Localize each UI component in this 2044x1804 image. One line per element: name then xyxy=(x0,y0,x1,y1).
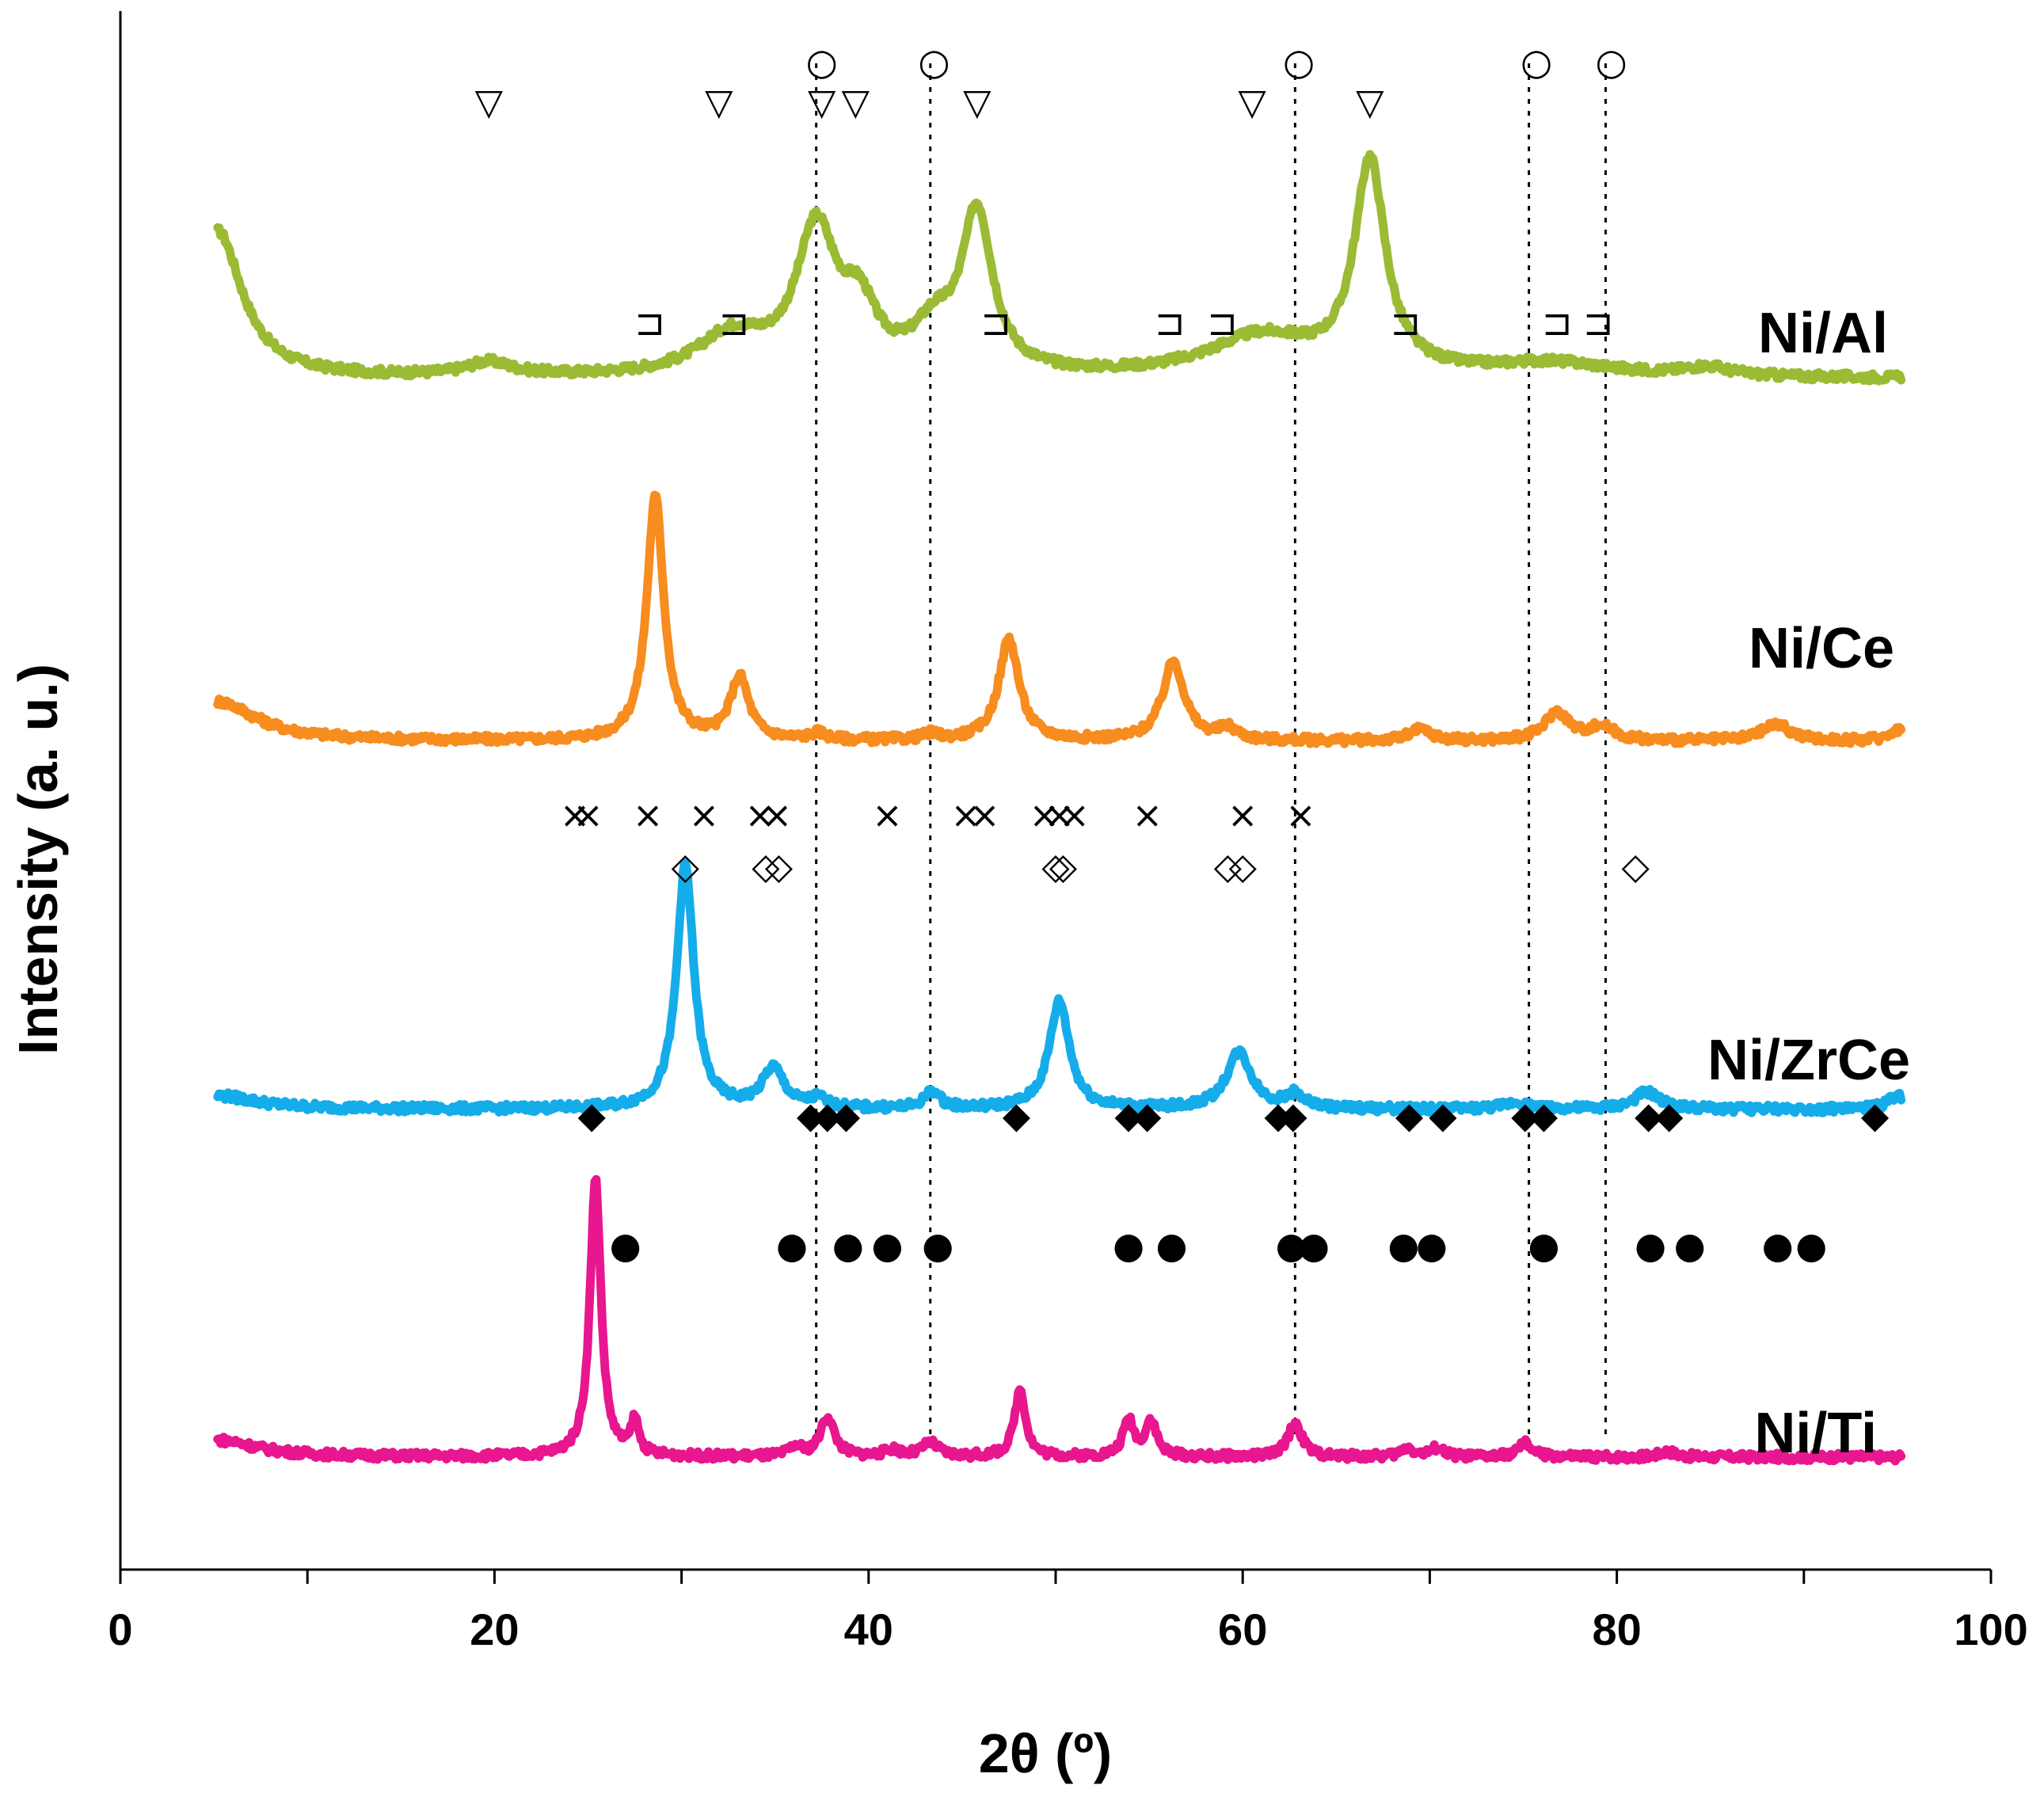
phase-marker-square-open-3: ⊐ xyxy=(1155,301,1186,344)
phase-marker-diamond-filled-6: ◆ xyxy=(1133,1094,1162,1136)
series-line-ni-ce xyxy=(213,490,1906,748)
y-axis-title: Intensity (a. u.) xyxy=(7,664,69,1055)
x-axis-title: 2θ (º) xyxy=(979,1722,1112,1784)
phase-marker-diamond-filled-0: ◆ xyxy=(578,1094,607,1136)
phase-marker-diamond-filled-1: ◆ xyxy=(797,1094,825,1136)
phase-marker-diamond-filled-2: ◆ xyxy=(813,1094,842,1136)
x-tick-label-60: 60 xyxy=(1218,1604,1267,1654)
phase-marker-diamond-open-7: ◇ xyxy=(1622,845,1650,888)
phase-marker-diamond-filled-7: ◆ xyxy=(1264,1094,1292,1136)
phase-marker-diamond-filled-9: ◆ xyxy=(1395,1094,1424,1136)
phase-marker-square-open-4: ⊐ xyxy=(1207,301,1238,344)
phase-marker-triangle-down-open-2: ▽ xyxy=(808,80,836,123)
x-ticks: 0 20 40 60 80 100 xyxy=(108,1570,2028,1654)
phase-marker-square-open-7: ⊐ xyxy=(1583,301,1614,344)
phase-marker-diamond-filled-3: ◆ xyxy=(832,1094,861,1136)
phase-marker-cross-12: × xyxy=(1132,794,1163,836)
phase-marker-diamond-filled-5: ◆ xyxy=(1114,1094,1143,1136)
x-tick-label-80: 80 xyxy=(1592,1604,1641,1654)
phase-marker-circle-open-2: ○ xyxy=(1283,40,1315,83)
phase-marker-cross-1: × xyxy=(573,794,603,836)
phase-marker-cross-9: × xyxy=(1030,794,1060,836)
phase-marker-circle-filled-3: ● xyxy=(871,1224,903,1267)
phase-marker-cross-6: × xyxy=(872,794,903,836)
phase-marker-diamond-open-4: ◇ xyxy=(1049,845,1078,888)
series-label-ni-ti: Ni/Ti xyxy=(1754,1402,1877,1465)
phase-marker-triangle-down-open-3: ▽ xyxy=(842,80,870,123)
x-tick-label-40: 40 xyxy=(844,1604,893,1654)
phase-marker-circle-open-3: ○ xyxy=(1521,40,1552,83)
phase-marker-cross-14: × xyxy=(1285,794,1316,836)
phase-marker-triangle-down-open-5: ▽ xyxy=(1238,80,1266,123)
series-layer xyxy=(213,150,1906,1466)
phase-marker-cross-8: × xyxy=(969,794,1000,836)
series-line-ni-ti xyxy=(213,1174,1906,1466)
series-label-ni-zrce: Ni/ZrCe xyxy=(1707,1029,1910,1092)
series-label-ni-al: Ni/Al xyxy=(1758,302,1888,365)
phase-marker-diamond-filled-15: ◆ xyxy=(1861,1094,1890,1136)
phase-marker-diamond-filled-14: ◆ xyxy=(1655,1094,1684,1136)
phase-marker-triangle-down-open-0: ▽ xyxy=(475,80,504,123)
phase-marker-cross-13: × xyxy=(1228,794,1258,836)
phase-marker-square-open-6: ⊐ xyxy=(1542,301,1573,344)
phase-marker-diamond-open-6: ◇ xyxy=(1229,845,1258,888)
phase-marker-cross-2: × xyxy=(633,794,664,836)
phase-marker-circle-filled-14: ● xyxy=(1762,1224,1794,1267)
phase-marker-triangle-down-open-6: ▽ xyxy=(1356,80,1384,123)
phase-marker-square-open-2: ⊐ xyxy=(980,301,1011,344)
phase-marker-diamond-open-2: ◇ xyxy=(765,845,794,888)
phase-marker-circle-filled-10: ● xyxy=(1416,1224,1448,1267)
phase-marker-diamond-filled-8: ◆ xyxy=(1279,1094,1307,1136)
phase-marker-circle-filled-0: ● xyxy=(610,1224,641,1267)
phase-marker-circle-filled-4: ● xyxy=(922,1224,953,1267)
phase-marker-diamond-filled-4: ◆ xyxy=(1003,1094,1031,1136)
phase-marker-cross-3: × xyxy=(689,794,720,836)
reference-lines xyxy=(815,63,1607,1437)
phase-marker-cross-7: × xyxy=(950,794,981,836)
phase-marker-cross-4: × xyxy=(745,794,776,836)
phase-marker-square-open-5: ⊐ xyxy=(1390,301,1421,344)
phase-marker-cross-10: × xyxy=(1044,794,1075,836)
phase-marker-circle-open-1: ○ xyxy=(918,40,950,83)
phase-marker-circle-open-4: ○ xyxy=(1595,40,1627,83)
phase-marker-square-open-0: ⊐ xyxy=(634,301,665,344)
phase-marker-triangle-down-open-4: ▽ xyxy=(963,80,992,123)
phase-marker-layer: ○ ○ ○ ○ ○▽ ▽ ▽ ▽ ▽ ▽ ▽⊐ ⊐ ⊐ ⊐ ⊐ ⊐ ⊐ ⊐×× × × ×× × ×× ××× × × ×◇ ◇◇ ◇◇… xyxy=(475,40,1890,1266)
phase-marker-cross-11: × xyxy=(1059,794,1090,836)
series-line-ni-zrce xyxy=(213,858,1906,1117)
phase-marker-circle-filled-6: ● xyxy=(1155,1224,1187,1267)
phase-marker-circle-filled-9: ● xyxy=(1387,1224,1419,1267)
phase-marker-circle-filled-11: ● xyxy=(1528,1224,1559,1267)
series-label-ni-ce: Ni/Ce xyxy=(1749,617,1894,680)
phase-marker-diamond-open-1: ◇ xyxy=(752,845,780,888)
phase-marker-circle-filled-2: ● xyxy=(832,1224,864,1267)
phase-marker-diamond-filled-11: ◆ xyxy=(1511,1094,1540,1136)
phase-marker-circle-filled-1: ● xyxy=(776,1224,808,1267)
phase-marker-circle-filled-7: ● xyxy=(1276,1224,1307,1267)
x-tick-label-100: 100 xyxy=(1954,1604,2027,1654)
phase-marker-diamond-filled-10: ◆ xyxy=(1429,1094,1457,1136)
phase-marker-diamond-filled-12: ◆ xyxy=(1530,1094,1559,1136)
phase-marker-circle-filled-12: ● xyxy=(1635,1224,1666,1267)
phase-marker-circle-filled-8: ● xyxy=(1298,1224,1330,1267)
series-line-ni-al xyxy=(213,150,1906,386)
phase-marker-diamond-filled-13: ◆ xyxy=(1635,1094,1663,1136)
phase-marker-cross-5: × xyxy=(762,794,793,836)
x-tick-label-0: 0 xyxy=(108,1604,132,1654)
phase-marker-diamond-open-5: ◇ xyxy=(1214,845,1243,888)
phase-marker-square-open-1: ⊐ xyxy=(718,301,749,344)
phase-marker-diamond-open-0: ◇ xyxy=(672,845,700,888)
phase-marker-triangle-down-open-1: ▽ xyxy=(705,80,733,123)
phase-marker-circle-filled-5: ● xyxy=(1113,1224,1144,1267)
phase-marker-diamond-open-3: ◇ xyxy=(1041,845,1070,888)
phase-marker-circle-filled-15: ● xyxy=(1795,1224,1827,1267)
x-tick-label-20: 20 xyxy=(470,1604,519,1654)
phase-marker-circle-open-0: ○ xyxy=(806,40,838,83)
phase-marker-circle-filled-13: ● xyxy=(1674,1224,1706,1267)
phase-marker-cross-0: × xyxy=(560,794,591,836)
